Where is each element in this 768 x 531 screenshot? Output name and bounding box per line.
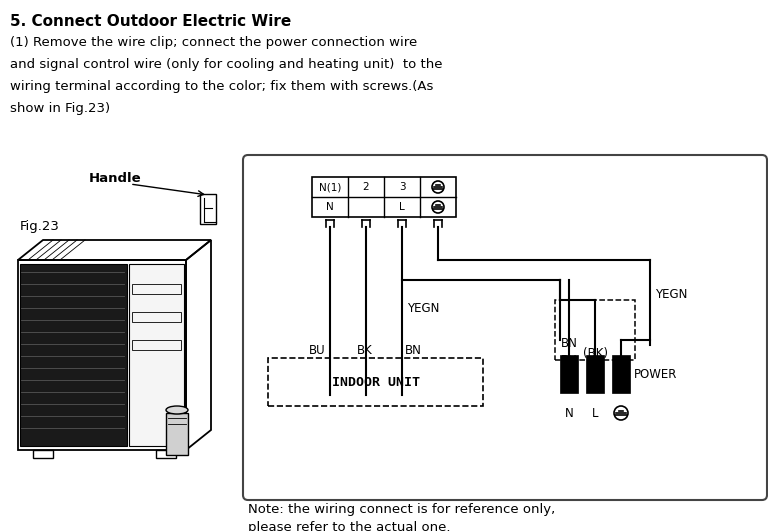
Text: BU: BU — [310, 344, 326, 356]
Bar — [132, 312, 181, 322]
Text: YEGN: YEGN — [655, 288, 687, 302]
Text: please refer to the actual one.: please refer to the actual one. — [248, 521, 451, 531]
Text: BK: BK — [357, 344, 373, 356]
Text: Note: the wiring connect is for reference only,: Note: the wiring connect is for referenc… — [248, 503, 555, 516]
Text: Fig.23: Fig.23 — [20, 220, 60, 233]
Text: wiring terminal according to the color; fix them with screws.(As: wiring terminal according to the color; … — [10, 80, 433, 93]
Text: 3: 3 — [399, 182, 406, 192]
Text: (BK): (BK) — [582, 347, 607, 360]
Bar — [20, 264, 127, 446]
Text: BN: BN — [561, 337, 578, 350]
Bar — [18, 260, 186, 450]
Text: INDOOR UNIT: INDOOR UNIT — [332, 375, 419, 389]
Text: (1) Remove the wire clip; connect the power connection wire: (1) Remove the wire clip; connect the po… — [10, 36, 417, 49]
Text: 2: 2 — [362, 182, 369, 192]
Text: BN: BN — [405, 344, 422, 356]
Text: show in Fig.23): show in Fig.23) — [10, 102, 110, 115]
Text: N: N — [564, 407, 574, 420]
Bar — [555, 300, 635, 360]
Text: YEGN: YEGN — [407, 302, 439, 314]
Bar — [200, 194, 216, 224]
Text: N: N — [326, 202, 334, 212]
Bar — [129, 264, 184, 446]
Bar — [166, 413, 188, 455]
Text: N(1): N(1) — [319, 182, 341, 192]
Bar — [132, 340, 181, 350]
Text: Handle: Handle — [88, 172, 141, 185]
Bar — [268, 358, 483, 406]
Bar — [156, 450, 176, 458]
Bar — [132, 284, 181, 294]
Text: L: L — [399, 202, 405, 212]
Bar — [312, 177, 456, 217]
Text: and signal control wire (only for cooling and heating unit)  to the: and signal control wire (only for coolin… — [10, 58, 442, 71]
Bar — [586, 355, 604, 393]
Ellipse shape — [166, 406, 188, 414]
Text: POWER: POWER — [634, 367, 677, 381]
Text: BU: BU — [561, 354, 578, 367]
Text: L: L — [592, 407, 598, 420]
Text: 5. Connect Outdoor Electric Wire: 5. Connect Outdoor Electric Wire — [10, 14, 291, 29]
Bar — [612, 355, 630, 393]
Bar — [33, 450, 53, 458]
Bar — [560, 355, 578, 393]
FancyBboxPatch shape — [243, 155, 767, 500]
